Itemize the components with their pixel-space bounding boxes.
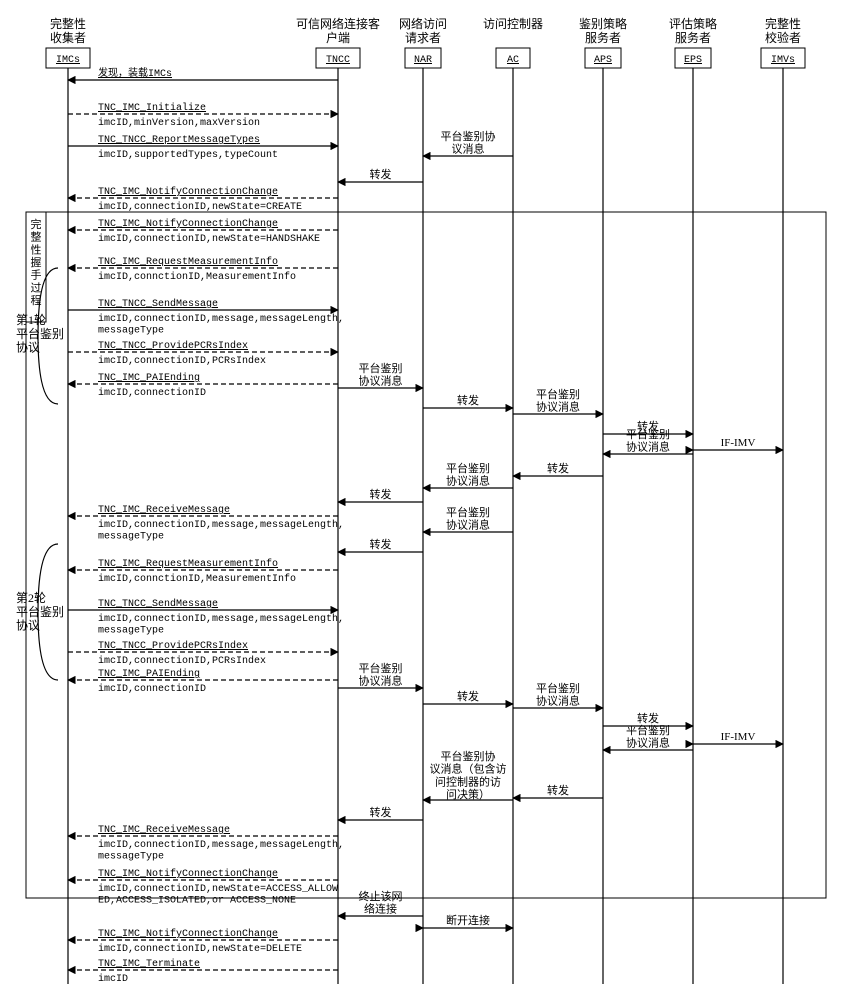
lane-title-EPS: 评估策略服务者 bbox=[669, 16, 717, 45]
msg-sub-36: imcID,connectionID,message,messageLength… bbox=[98, 839, 344, 863]
msg-sub-37: imcID,connectionID,newState=ACCESS_ALLOW… bbox=[98, 883, 338, 907]
msg-label-0: 发现，装载IMCs bbox=[98, 66, 172, 80]
svg-text:NAR: NAR bbox=[414, 55, 432, 66]
lane-title-APS: 鉴别策略服务者 bbox=[579, 16, 627, 45]
msg-label-27: 平台鉴别协议消息 bbox=[359, 661, 403, 688]
msg-label-41: TNC_IMC_Terminate bbox=[98, 958, 200, 970]
msg-sub-9: imcID,connectionID,PCRsIndex bbox=[98, 355, 266, 367]
msg-label-28: 转发 bbox=[457, 689, 479, 703]
msg-label-7: TNC_IMC_RequestMeasurementInfo bbox=[98, 256, 278, 268]
msg-sub-5: imcID,connectionID,newState=CREATE bbox=[98, 201, 302, 213]
msg-sub-1: imcID,minVersion,maxVersion bbox=[98, 117, 260, 129]
msg-sub-10: imcID,connectionID bbox=[98, 387, 206, 399]
msg-label-12: 转发 bbox=[457, 393, 479, 407]
msg-label-18: 平台鉴别协议消息 bbox=[446, 461, 490, 488]
msg-label-36: TNC_IMC_ReceiveMessage bbox=[98, 824, 230, 836]
msg-sub-26: imcID,connectionID bbox=[98, 683, 206, 695]
msg-label-29: 平台鉴别协议消息 bbox=[536, 681, 580, 708]
msg-label-10: TNC_IMC_PAIEnding bbox=[98, 372, 200, 384]
lane-title-IMVs: 完整性校验者 bbox=[765, 16, 801, 45]
svg-text:AC: AC bbox=[507, 55, 519, 66]
lane-title-AC: 访问控制器 bbox=[483, 17, 543, 31]
msg-label-4: 转发 bbox=[370, 167, 392, 181]
msg-label-39: 断开连接 bbox=[446, 913, 490, 927]
svg-text:EPS: EPS bbox=[684, 55, 702, 66]
msg-sub-6: imcID,connectionID,newState=HANDSHAKE bbox=[98, 233, 320, 245]
msg-label-3: 平台鉴别协议消息 bbox=[441, 129, 496, 156]
msg-sub-8: imcID,connectionID,message,messageLength… bbox=[98, 313, 344, 337]
msg-sub-20: imcID,connectionID,message,messageLength… bbox=[98, 519, 344, 543]
lane-title-TNCC: 可信网络连接客户端 bbox=[296, 16, 380, 45]
frame-label: 完整性握手过程 bbox=[31, 217, 42, 307]
sequence-diagram: 完整性收集者 IMCs 可信网络连接客户端 TNCC 网络访问请求者 NAR 访问控制器 AC… bbox=[8, 8, 839, 992]
msg-label-31: IF-IMV bbox=[721, 731, 756, 743]
msg-label-15: IF-IMV bbox=[721, 437, 756, 449]
msg-label-38: 终止该网络连接 bbox=[359, 889, 403, 916]
msg-label-9: TNC_TNCC_ProvidePCRsIndex bbox=[98, 340, 248, 352]
msg-label-8: TNC_TNCC_SendMessage bbox=[98, 298, 218, 310]
msg-label-1: TNC_IMC_Initialize bbox=[98, 102, 206, 114]
msg-label-19: 转发 bbox=[370, 487, 392, 501]
msg-label-6: TNC_IMC_NotifyConnectionChange bbox=[98, 218, 278, 230]
msg-label-16: 平台鉴别协议消息 bbox=[626, 427, 670, 454]
msg-label-24: TNC_TNCC_SendMessage bbox=[98, 598, 218, 610]
svg-text:TNCC: TNCC bbox=[326, 55, 350, 66]
msg-sub-7: imcID,connctionID,MeasurementInfo bbox=[98, 271, 296, 283]
svg-text:APS: APS bbox=[594, 55, 612, 66]
msg-label-37: TNC_IMC_NotifyConnectionChange bbox=[98, 868, 278, 880]
msg-label-33: 转发 bbox=[547, 783, 569, 797]
msg-label-30: 转发 bbox=[637, 711, 659, 725]
msg-label-5: TNC_IMC_NotifyConnectionChange bbox=[98, 186, 278, 198]
msg-label-23: TNC_IMC_RequestMeasurementInfo bbox=[98, 558, 278, 570]
msg-label-26: TNC_IMC_PAIEnding bbox=[98, 668, 200, 680]
lane-title-IMCs: 完整性收集者 bbox=[50, 16, 86, 45]
lane-title-NAR: 网络访问请求者 bbox=[399, 16, 447, 45]
round-label-2: 第2轮平台鉴别协议 bbox=[16, 591, 64, 633]
svg-text:IMVs: IMVs bbox=[771, 55, 795, 66]
msg-label-32: 平台鉴别协议消息 bbox=[626, 723, 670, 750]
msg-label-13: 平台鉴别协议消息 bbox=[536, 387, 580, 414]
round-label-1: 第1轮平台鉴别协议 bbox=[16, 313, 64, 355]
msg-sub-24: imcID,connectionID,message,messageLength… bbox=[98, 613, 344, 637]
msg-label-2: TNC_TNCC_ReportMessageTypes bbox=[98, 135, 260, 146]
msg-label-22: 转发 bbox=[370, 537, 392, 551]
msg-sub-23: imcID,connctionID,MeasurementInfo bbox=[98, 573, 296, 585]
msg-sub-41: imcID bbox=[98, 973, 128, 985]
msg-label-17: 转发 bbox=[547, 461, 569, 475]
msg-label-20: TNC_IMC_ReceiveMessage bbox=[98, 504, 230, 516]
msg-label-35: 转发 bbox=[370, 805, 392, 819]
msg-label-25: TNC_TNCC_ProvidePCRsIndex bbox=[98, 640, 248, 652]
svg-text:IMCs: IMCs bbox=[56, 55, 80, 66]
msg-sub-25: imcID,connectionID,PCRsIndex bbox=[98, 655, 266, 667]
msg-label-40: TNC_IMC_NotifyConnectionChange bbox=[98, 928, 278, 940]
msg-sub-2: imcID,supportedTypes,typeCount bbox=[98, 149, 278, 161]
msg-label-34: 平台鉴别协议消息（包含访问控制器的访问决策） bbox=[430, 749, 507, 801]
msg-sub-40: imcID,connectionID,newState=DELETE bbox=[98, 943, 302, 955]
msg-label-21: 平台鉴别协议消息 bbox=[446, 505, 490, 532]
msg-label-11: 平台鉴别协议消息 bbox=[359, 361, 403, 388]
